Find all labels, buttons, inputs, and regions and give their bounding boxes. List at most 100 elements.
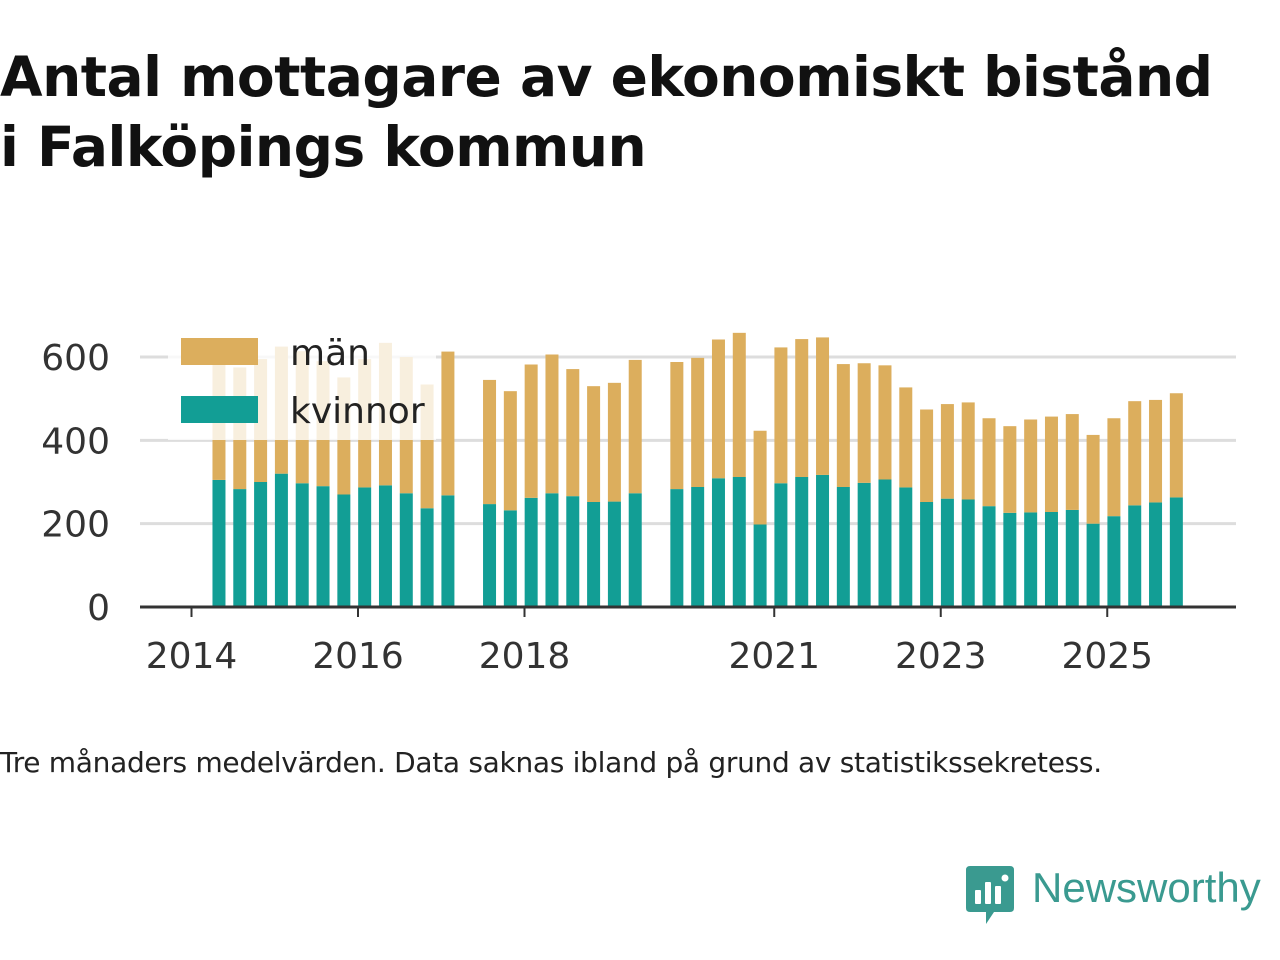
x-tick-label: 2023 xyxy=(895,636,987,677)
bar-kvinnor xyxy=(795,477,809,607)
bar-kvinnor xyxy=(233,489,247,607)
bar-man xyxy=(816,337,830,475)
bar-man xyxy=(711,339,725,479)
bar-man xyxy=(920,409,934,502)
bar-man xyxy=(1107,418,1121,517)
bar-man xyxy=(795,339,809,477)
bar-man xyxy=(524,364,538,498)
x-tick-label: 2016 xyxy=(312,636,404,677)
bar-man xyxy=(774,347,788,484)
bar-kvinnor xyxy=(607,501,621,607)
bar-kvinnor xyxy=(878,479,892,607)
bar-kvinnor xyxy=(1128,505,1142,607)
bar-kvinnor xyxy=(691,487,705,607)
bars xyxy=(212,332,1183,607)
bar-kvinnor xyxy=(274,473,288,607)
bar-man xyxy=(1169,393,1183,498)
bar-kvinnor xyxy=(711,478,725,607)
bar-kvinnor xyxy=(857,482,871,607)
bar-kvinnor xyxy=(732,477,746,607)
bar-man xyxy=(566,369,580,497)
bar-kvinnor xyxy=(670,489,684,607)
bar-man xyxy=(1128,401,1142,506)
y-tick-label: 0 xyxy=(87,588,110,629)
bar-kvinnor xyxy=(566,496,580,607)
y-tick-label: 200 xyxy=(41,505,110,546)
bar-kvinnor xyxy=(503,510,517,607)
bar-man xyxy=(1086,434,1100,524)
bar-chart: 0 200 400 600 2014 2016 2018 2021 2023 2025 män kv… xyxy=(41,328,1236,677)
bar-man xyxy=(732,332,746,477)
bar-kvinnor xyxy=(836,487,850,607)
bar-kvinnor xyxy=(1044,512,1058,607)
bar-man xyxy=(940,404,954,499)
newsworthy-logo-icon xyxy=(966,866,1014,924)
bar-kvinnor xyxy=(961,499,975,607)
bar-man xyxy=(483,379,497,505)
bar-kvinnor xyxy=(816,474,830,607)
bar-kvinnor xyxy=(628,493,642,607)
bar-man xyxy=(441,351,455,496)
y-tick-label: 600 xyxy=(41,338,110,379)
bar-man xyxy=(670,362,684,490)
bar-man xyxy=(587,386,601,502)
brand-name: Newsworthy xyxy=(1032,864,1261,911)
legend-swatch-women xyxy=(181,396,258,423)
bar-kvinnor xyxy=(524,497,538,607)
bar-man xyxy=(982,418,996,507)
title-line-2: i Falköpings kommun xyxy=(0,115,647,179)
bar-man xyxy=(1149,399,1163,503)
bar-kvinnor xyxy=(940,498,954,607)
bar-kvinnor xyxy=(753,524,767,607)
bar-kvinnor xyxy=(1149,502,1163,607)
legend: män kvinnor xyxy=(168,328,436,440)
bar-kvinnor xyxy=(587,502,601,607)
axes: 0 200 400 600 2014 2016 2018 2021 2023 2025 xyxy=(41,338,1236,677)
title-line-1: Antal mottagare av ekonomiskt bistånd xyxy=(0,45,1213,109)
bar-man xyxy=(857,363,871,483)
legend-label-women: kvinnor xyxy=(290,391,425,432)
bar-man xyxy=(1003,426,1017,513)
bar-kvinnor xyxy=(212,479,226,607)
bar-man xyxy=(1024,419,1038,513)
bar-kvinnor xyxy=(982,506,996,607)
x-tick-label: 2014 xyxy=(146,636,238,677)
legend-label-men: män xyxy=(290,333,370,374)
bar-kvinnor xyxy=(1065,509,1079,607)
bar-kvinnor xyxy=(254,482,268,607)
bar-kvinnor xyxy=(378,485,392,607)
bar-man xyxy=(1044,416,1058,512)
bar-man xyxy=(503,391,517,511)
bar-kvinnor xyxy=(1086,523,1100,607)
x-tick-label: 2025 xyxy=(1061,636,1153,677)
newsworthy-logo: Newsworthy xyxy=(964,864,1280,928)
legend-swatch-men xyxy=(181,338,258,365)
x-tick-label: 2021 xyxy=(728,636,820,677)
bar-kvinnor xyxy=(1107,516,1121,607)
bar-kvinnor xyxy=(420,508,434,607)
bar-man xyxy=(545,354,559,494)
bar-man xyxy=(628,359,642,494)
bar-man xyxy=(836,364,850,487)
bar-man xyxy=(691,357,705,487)
bar-man xyxy=(1065,414,1079,510)
chart-caption: Tre månaders medelvärden. Data saknas ib… xyxy=(0,746,1102,779)
bar-man xyxy=(607,382,621,502)
bar-kvinnor xyxy=(774,483,788,607)
bar-kvinnor xyxy=(545,493,559,607)
bar-kvinnor xyxy=(1003,512,1017,607)
bar-kvinnor xyxy=(337,494,351,607)
bar-kvinnor xyxy=(1024,512,1038,607)
bar-man xyxy=(753,430,767,525)
bar-kvinnor xyxy=(920,502,934,607)
y-tick-label: 400 xyxy=(41,421,110,462)
bar-man xyxy=(878,365,892,480)
bar-kvinnor xyxy=(316,486,330,607)
bar-kvinnor xyxy=(358,487,372,607)
bar-kvinnor xyxy=(483,504,497,607)
bar-man xyxy=(899,387,913,488)
bar-kvinnor xyxy=(399,493,413,607)
x-tick-label: 2018 xyxy=(479,636,571,677)
bar-man xyxy=(961,402,975,500)
bar-kvinnor xyxy=(899,487,913,607)
